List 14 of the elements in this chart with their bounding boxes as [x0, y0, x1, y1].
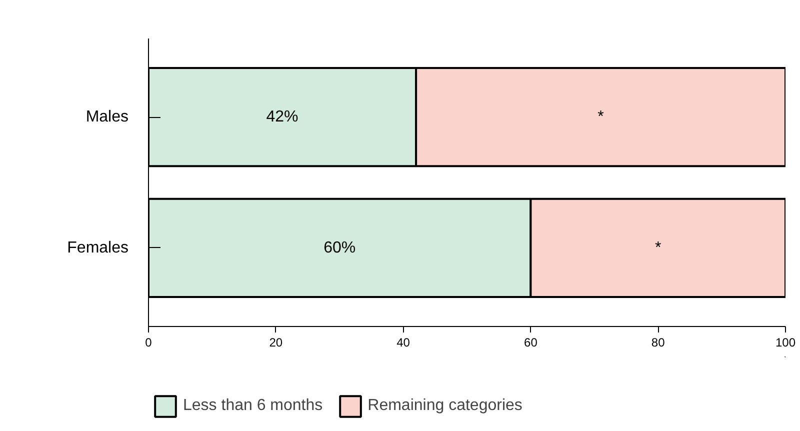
x-tick-label: 40 [396, 336, 410, 350]
data-label: * [598, 108, 604, 126]
x-tick-label: 60 [524, 336, 538, 350]
data-label: 60% [324, 239, 356, 256]
x-tick-label: 0 [145, 336, 152, 350]
x-tick-label: 80 [651, 336, 666, 350]
legend-label: Less than 6 months [183, 397, 323, 415]
data-label: 42% [266, 108, 298, 126]
y-tick-label: Females [67, 239, 129, 256]
data-label: * [654, 239, 662, 256]
y-tick-label: Males [86, 108, 129, 126]
legend-label: Remaining categories [368, 397, 522, 415]
x-tick-label: 100 [775, 336, 796, 350]
x-tick-label: 20 [269, 336, 283, 350]
